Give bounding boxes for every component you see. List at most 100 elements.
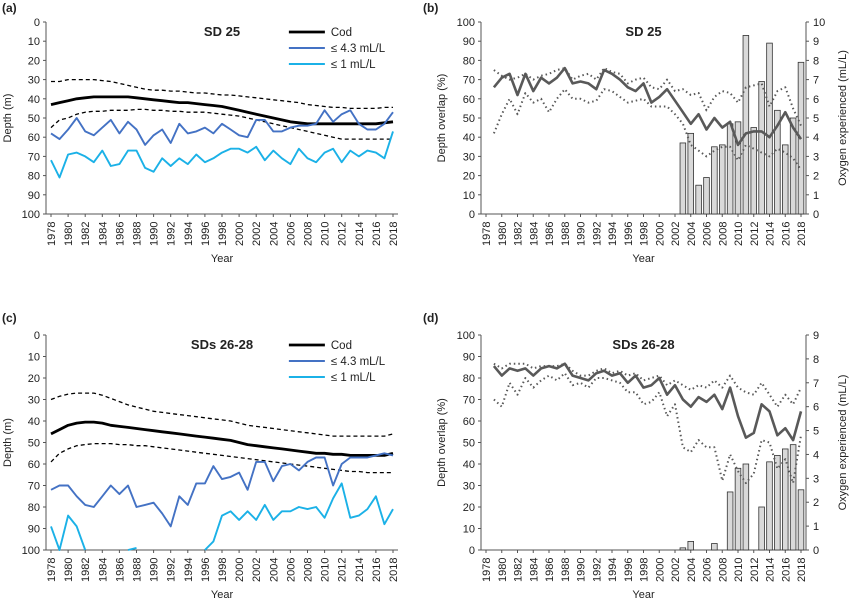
y2-axis-title: Oxygen experienced (mL/L)	[837, 50, 849, 186]
x-tick-label: 1984	[528, 222, 540, 246]
y-tick-label: 20	[28, 373, 40, 385]
bar-2015	[774, 109, 781, 215]
series-line-overlap-0	[492, 362, 803, 442]
y2-tick-label: 2	[813, 171, 819, 183]
x-tick-label: 1998	[217, 222, 229, 246]
x-tick-label: 2010	[320, 558, 332, 582]
y-tick-label: 20	[463, 171, 475, 183]
y2-tick-label: 8	[813, 55, 819, 67]
y-axis-title: Depth overlap (%)	[436, 74, 448, 163]
x-tick-label: 2016	[780, 222, 792, 246]
chart-title: SDs 26-28	[191, 337, 253, 352]
x-tick-label: 2018	[796, 558, 808, 582]
series-line-hyp43-3	[50, 109, 394, 146]
legend-label: Cod	[331, 27, 352, 39]
y-tick-label: 50	[28, 438, 40, 450]
bar-2017	[789, 444, 797, 551]
y-tick-label: 60	[463, 94, 475, 106]
x-tick-label: 2012	[749, 222, 761, 246]
bar-2016	[782, 144, 789, 215]
x-axis-title: Year	[211, 253, 234, 265]
x-tick-label: 1982	[80, 222, 92, 246]
x-tick-label: 1992	[591, 222, 603, 246]
y-tick-label: 90	[463, 36, 475, 48]
chart-title: SD 25	[204, 24, 240, 39]
x-tick-label: 2006	[702, 222, 714, 246]
bar-2013	[758, 506, 765, 551]
x-tick-label: 2016	[371, 558, 383, 582]
x-tick-label: 1988	[132, 222, 144, 246]
legend-label: ≤ 4.3 mL/L	[331, 356, 386, 368]
bar-2010	[734, 121, 742, 215]
y-tick-label: 0	[34, 17, 40, 29]
x-tick-label: 2018	[796, 222, 808, 246]
y-tick-label: 70	[28, 481, 40, 493]
y-tick-label: 90	[463, 352, 475, 364]
x-tick-label: 2014	[354, 222, 366, 246]
bar-2005	[695, 184, 702, 215]
x-tick-label: 2010	[320, 222, 332, 246]
y2-tick-label: 4	[813, 449, 819, 461]
chart-title: SD 25	[625, 24, 661, 39]
bar-2017	[789, 117, 797, 215]
x-tick-label: 1990	[149, 558, 161, 582]
y-tick-label: 40	[28, 416, 40, 428]
x-tick-label: 1994	[183, 222, 195, 246]
x-tick-label: 1990	[576, 222, 588, 246]
x-tick-label: 2004	[686, 222, 698, 246]
bar-2003	[679, 142, 687, 215]
y-tick-label: 30	[463, 151, 475, 163]
x-tick-label: 2002	[670, 558, 682, 582]
y2-tick-label: 7	[813, 75, 819, 87]
y-tick-label: 80	[463, 373, 475, 385]
x-tick-label: 1982	[80, 558, 92, 582]
y2-tick-label: 7	[813, 378, 819, 390]
x-tick-label: 1994	[607, 222, 619, 246]
bar-2009	[726, 491, 734, 551]
y2-tick-label: 9	[813, 36, 819, 48]
series-line-hyp1-4-seg2	[204, 482, 394, 551]
x-tick-label: 2004	[268, 222, 280, 246]
x-tick-label: 1978	[46, 558, 58, 582]
chart-panel-b: (b) SD 25 0 10 20 30 40 50 60 70 80 90 100 0 1 2 3 4 5 6 7 8 9…	[423, 1, 849, 265]
legend-label: Cod	[331, 340, 352, 352]
x-tick-label: 1994	[183, 558, 195, 582]
bar-2003	[679, 547, 687, 551]
y-tick-label: 20	[463, 502, 475, 514]
legend-label: ≤ 1 mL/L	[331, 372, 376, 384]
y-tick-label: 60	[28, 459, 40, 471]
bar-2008	[719, 144, 726, 215]
bar-2009	[726, 123, 734, 215]
y2-tick-label: 4	[813, 132, 819, 144]
x-tick-label: 1986	[544, 222, 556, 246]
y-tick-label: 10	[28, 352, 40, 364]
x-tick-label: 1996	[200, 222, 212, 246]
x-tick-label: 1980	[497, 222, 509, 246]
bar-2015	[774, 454, 781, 551]
y-tick-label: 50	[463, 113, 475, 125]
x-tick-label: 1984	[528, 558, 540, 582]
x-tick-label: 1990	[149, 222, 161, 246]
x-tick-label: 1986	[114, 558, 126, 582]
x-tick-label: 1992	[591, 558, 603, 582]
panel-label: (b)	[423, 1, 438, 15]
y2-tick-label: 1	[813, 521, 819, 533]
y-tick-label: 40	[28, 94, 40, 106]
x-tick-label: 2002	[251, 558, 263, 582]
x-tick-label: 2012	[749, 558, 761, 582]
y-tick-label: 100	[22, 209, 40, 221]
y2-tick-label: 10	[813, 17, 825, 29]
x-tick-label: 1998	[639, 558, 651, 582]
x-tick-label: 2000	[654, 558, 666, 582]
legend: Cod ≤ 4.3 mL/L ≤ 1 mL/L	[288, 340, 386, 384]
x-tick-label: 2002	[670, 222, 682, 246]
x-tick-label: 1978	[481, 222, 493, 246]
y2-tick-label: 2	[813, 497, 819, 509]
bar-2007	[711, 543, 718, 551]
series-line-hyp43-3	[50, 452, 394, 528]
bar-2014	[766, 461, 773, 551]
chart-panel-c: (c) SDs 26-28 0 10 20 30 40 50 60 70 80 90 100 1978 19…	[2, 311, 400, 601]
x-tick-label: 1982	[513, 222, 525, 246]
y-tick-label: 30	[28, 395, 40, 407]
chart-panel-a: (a) SD 25 0 10 20 30 40 50 60 70 80 90 100 1978 1980 19…	[2, 1, 400, 265]
